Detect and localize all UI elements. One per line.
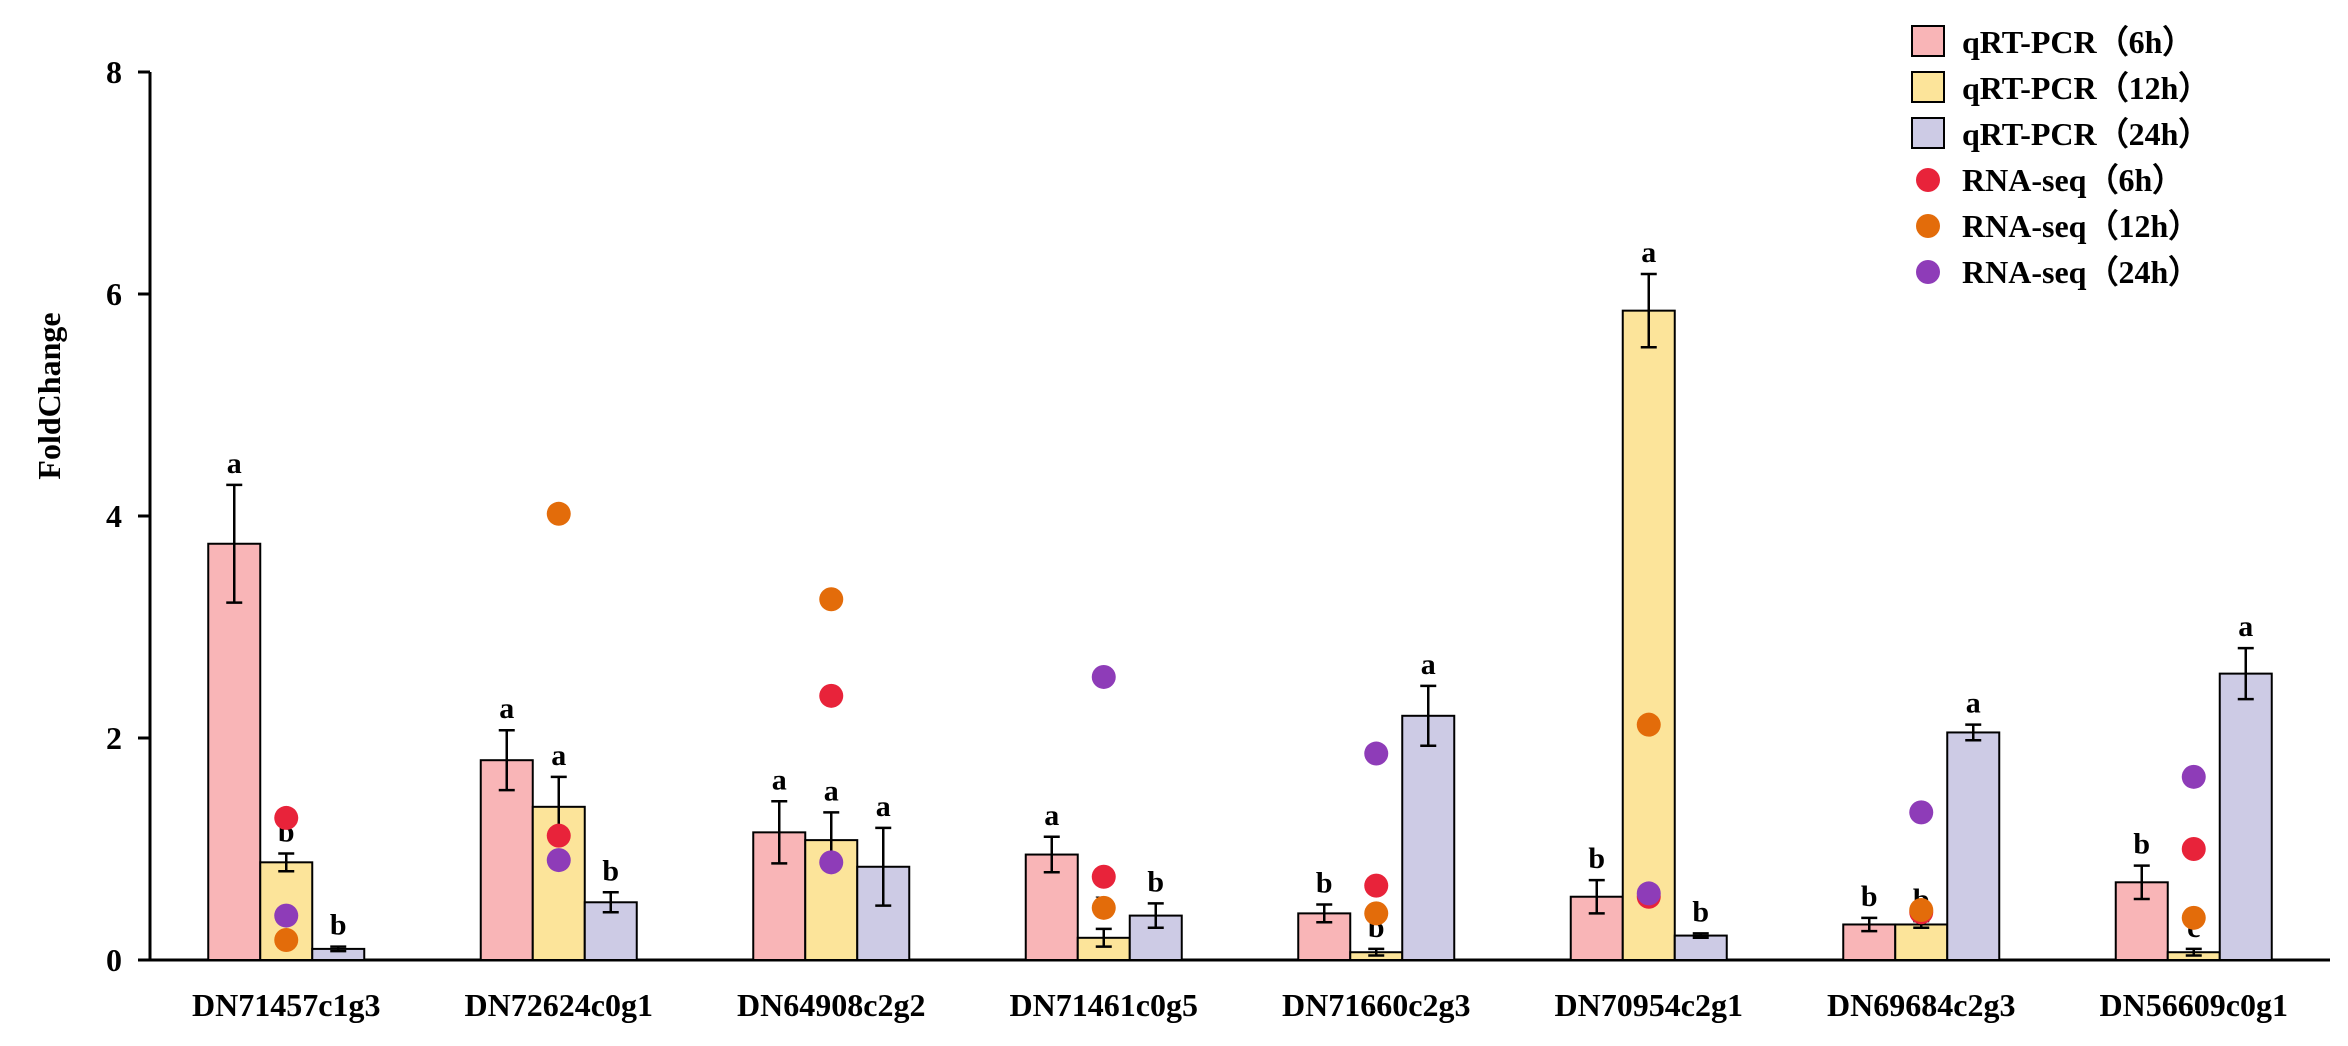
significance-label: a (1966, 687, 1981, 720)
bar (2218, 672, 2273, 961)
data-point (1091, 895, 1116, 920)
bar (1401, 714, 1456, 961)
data-point (546, 848, 571, 873)
y-tick-label: 2 (106, 720, 122, 756)
significance-label: a (772, 763, 787, 796)
legend-label: RNA-seq（24h） (1962, 254, 2200, 290)
legend-label: RNA-seq（12h） (1962, 208, 2200, 244)
legend-swatch (1911, 117, 1945, 149)
data-point (1909, 800, 1934, 825)
bar (1569, 895, 1624, 961)
bar (479, 759, 534, 962)
significance-label: b (1588, 842, 1605, 875)
data-point (2181, 764, 2206, 789)
data-point (546, 501, 571, 526)
data-point (1364, 901, 1389, 926)
y-tick-label: 0 (106, 942, 122, 978)
x-tick-label: DN71457c1g3 (192, 987, 380, 1023)
legend-swatch (1911, 71, 1945, 103)
points-layer (274, 501, 2206, 953)
bar (207, 542, 262, 961)
significance-label: b (1861, 880, 1878, 913)
x-tick-label: DN71461c0g5 (1010, 987, 1198, 1023)
data-point (546, 823, 571, 848)
legend-label: RNA-seq（6h） (1962, 162, 2184, 198)
significance-label: a (227, 447, 242, 480)
legend-label: qRT-PCR（6h） (1962, 24, 2194, 60)
significance-label: b (1147, 865, 1164, 898)
legend-marker (1916, 168, 1940, 192)
bar (1673, 934, 1728, 962)
significance-label: a (876, 790, 891, 823)
x-tick-label: DN70954c2g1 (1555, 987, 1743, 1023)
bars-layer: aaaabbbbbaabbabcbbababaa (207, 236, 2273, 962)
significance-label: b (1692, 895, 1709, 928)
significance-label: b (330, 909, 347, 942)
legend-marker (1916, 214, 1940, 238)
x-tick-label: DN71660c2g3 (1282, 987, 1470, 1023)
y-tick-label: 4 (106, 498, 122, 534)
legend-label: qRT-PCR（24h） (1962, 116, 2210, 152)
data-point (1091, 864, 1116, 889)
significance-label: a (824, 774, 839, 807)
y-axis-title: FoldChange (31, 312, 67, 479)
legend: qRT-PCR（6h） qRT-PCR（12h） qRT-PCR（24h） RNA-s… (1911, 24, 2210, 290)
data-point (1636, 881, 1661, 906)
significance-label: a (1044, 799, 1059, 832)
significance-label: a (1421, 648, 1436, 681)
data-point (2181, 905, 2206, 930)
data-point (1909, 898, 1934, 923)
significance-label: a (1641, 236, 1656, 269)
x-tick-label: DN72624c0g1 (465, 987, 653, 1023)
x-tick-label: DN56609c0g1 (2100, 987, 2288, 1023)
y-tick-label: 6 (106, 276, 122, 312)
bar (1621, 309, 1676, 961)
significance-label: b (602, 854, 619, 887)
legend-label: qRT-PCR（12h） (1962, 70, 2210, 106)
y-tick-label: 8 (106, 54, 122, 90)
significance-label: a (551, 739, 566, 772)
data-point (819, 850, 844, 875)
data-point (819, 683, 844, 708)
data-point (1364, 873, 1389, 898)
data-point (1364, 741, 1389, 766)
bar (1946, 731, 2001, 962)
bar (1894, 923, 1949, 961)
x-tick-label: DN64908c2g2 (737, 987, 925, 1023)
data-point (1636, 712, 1661, 737)
data-point (274, 928, 299, 953)
data-point (274, 903, 299, 928)
data-point (1091, 664, 1116, 689)
data-point (2181, 837, 2206, 861)
x-tick-label: DN69684c2g3 (1827, 987, 2015, 1023)
significance-label: b (2133, 828, 2150, 861)
data-point (819, 587, 844, 612)
legend-marker (1916, 260, 1940, 284)
significance-label: b (1316, 867, 1333, 900)
significance-label: a (499, 692, 514, 725)
axes: 0 2 4 6 8 FoldChange DN71457c1g3 DN72624c0g1 DN6… (31, 54, 2330, 1023)
significance-label: a (2238, 610, 2253, 643)
data-point (274, 805, 299, 830)
legend-swatch (1911, 25, 1945, 57)
